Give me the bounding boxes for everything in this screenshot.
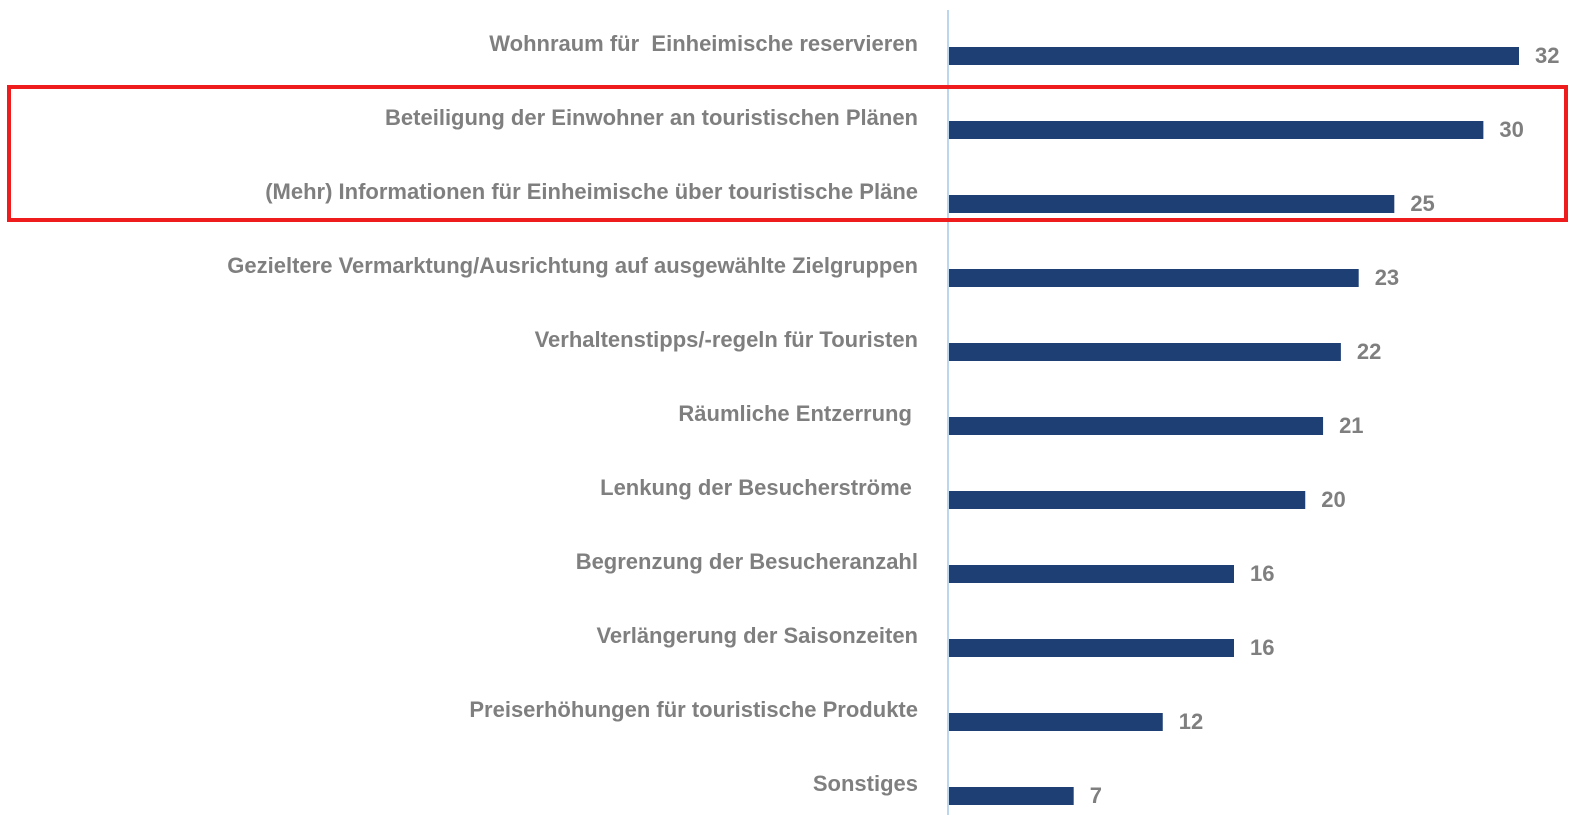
category-label: Sonstiges <box>813 771 918 796</box>
value-label: 30 <box>1499 117 1523 142</box>
category-label: Verhaltenstipps/-regeln für Touristen <box>535 327 918 352</box>
value-label: 16 <box>1250 635 1274 660</box>
value-label: 7 <box>1090 783 1102 808</box>
value-label: 23 <box>1375 265 1399 290</box>
category-label: Verlängerung der Saisonzeiten <box>596 623 918 648</box>
highlight-box <box>7 85 1568 222</box>
bar <box>949 121 1484 139</box>
category-label: Räumliche Entzerrung <box>678 401 918 426</box>
bar <box>949 491 1306 509</box>
bar <box>949 639 1234 657</box>
category-label: Preiserhöhungen für touristische Produkt… <box>469 697 918 722</box>
value-label: 20 <box>1321 487 1345 512</box>
bar <box>949 565 1234 583</box>
value-label: 12 <box>1179 709 1203 734</box>
value-label: 32 <box>1535 43 1559 68</box>
category-label: (Mehr) Informationen für Einheimische üb… <box>265 179 918 204</box>
category-label: Wohnraum für Einheimische reservieren <box>489 31 918 56</box>
value-label: 25 <box>1410 191 1434 216</box>
bar <box>949 269 1359 287</box>
category-label: Gezieltere Vermarktung/Ausrichtung auf a… <box>227 253 918 278</box>
value-label: 16 <box>1250 561 1274 586</box>
bar <box>949 713 1163 731</box>
value-label: 22 <box>1357 339 1381 364</box>
category-label: Begrenzung der Besucheranzahl <box>576 549 918 574</box>
category-label: Beteiligung der Einwohner an touristisch… <box>385 105 918 130</box>
bar <box>949 417 1324 435</box>
bar <box>949 195 1395 213</box>
bar <box>949 787 1074 805</box>
bar <box>949 343 1341 361</box>
bar <box>949 47 1519 65</box>
value-label: 21 <box>1339 413 1363 438</box>
category-label: Lenkung der Besucherströme <box>600 475 918 500</box>
